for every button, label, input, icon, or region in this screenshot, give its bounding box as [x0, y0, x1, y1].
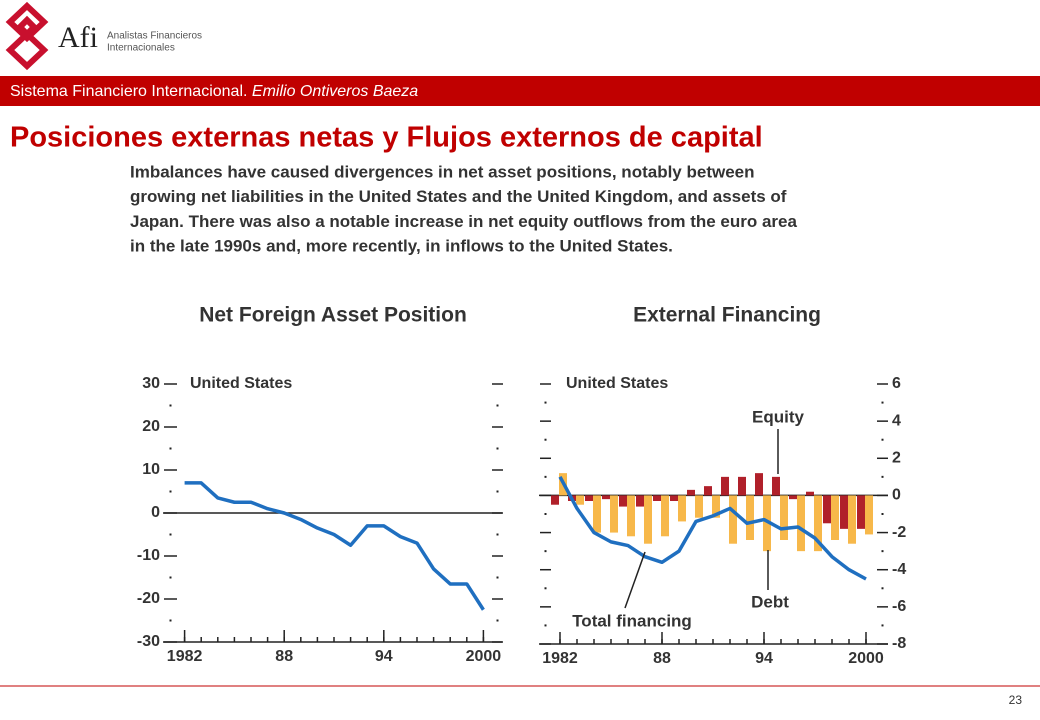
- bar: [687, 489, 695, 496]
- bar: [593, 495, 601, 533]
- y-tick-label: -4: [892, 561, 906, 578]
- x-tick-label: 2000: [848, 650, 884, 667]
- bar: [627, 495, 635, 537]
- bar: [721, 476, 729, 496]
- annotation-leader: [624, 551, 646, 609]
- bar: [636, 495, 644, 507]
- bar: [746, 495, 754, 540]
- company-name: Internacionales: [107, 43, 175, 54]
- bar: [797, 495, 805, 552]
- y-tick-label: 0: [892, 487, 901, 504]
- annotation: Debt: [751, 592, 789, 611]
- bar: [729, 495, 737, 544]
- chart-title: External Financing: [633, 304, 821, 327]
- y-tick-label: 10: [142, 461, 160, 478]
- bar: [806, 491, 814, 496]
- logo-mark: [5, 1, 49, 71]
- logo-text: Afi: [58, 21, 98, 54]
- y-tick-label: 0: [151, 504, 160, 521]
- y-tick-label: 4: [892, 412, 901, 429]
- banner-text: Sistema Financiero Internacional. Emilio…: [10, 83, 418, 100]
- bar: [576, 495, 584, 505]
- banner: [0, 76, 1040, 106]
- data-line: [558, 476, 867, 581]
- x-tick-label: 1982: [167, 648, 203, 665]
- x-tick-label: 88: [653, 650, 671, 667]
- bar: [712, 495, 720, 518]
- annotation: Equity: [752, 407, 804, 426]
- bar: [695, 495, 703, 518]
- bar: [780, 495, 788, 540]
- slide-title: Posiciones externas netas y Flujos exter…: [10, 122, 763, 154]
- y-tick-label: 2: [892, 450, 901, 467]
- bar: [857, 495, 865, 529]
- y-tick-label: -8: [892, 635, 906, 652]
- y-tick-label: -2: [892, 524, 906, 541]
- intro-line: growing net liabilities in the United St…: [130, 187, 787, 206]
- bar: [823, 495, 831, 524]
- bar: [661, 495, 669, 537]
- y-tick-label: 30: [142, 375, 160, 392]
- chart-title: Net Foreign Asset Position: [199, 304, 467, 327]
- y-tick-label: -20: [137, 590, 160, 607]
- bar: [814, 495, 822, 552]
- bar: [670, 495, 678, 501]
- x-tick-label: 94: [755, 650, 773, 667]
- intro-line: Japan. There was also a notable increase…: [130, 212, 798, 231]
- intro-line: Imbalances have caused divergences in ne…: [130, 162, 755, 181]
- bar: [738, 476, 746, 496]
- bar: [831, 495, 839, 540]
- bar: [644, 495, 652, 544]
- banner-author: Emilio Ontiveros Baeza: [252, 83, 418, 100]
- x-tick-label: 88: [275, 648, 293, 665]
- company-name: Analistas Financieros: [107, 31, 202, 42]
- bar: [704, 486, 712, 496]
- x-tick-label: 1982: [542, 650, 578, 667]
- x-tick-label: 94: [375, 648, 393, 665]
- y-tick-label: 20: [142, 418, 160, 435]
- x-tick-label: 2000: [466, 648, 502, 665]
- bar: [653, 495, 661, 501]
- chart-subtitle: United States: [566, 375, 668, 392]
- data-line: [184, 481, 485, 611]
- bar: [602, 495, 610, 500]
- bar: [610, 495, 618, 533]
- bar: [551, 495, 559, 505]
- bar: [772, 476, 780, 496]
- bar: [789, 495, 797, 500]
- banner-course: Sistema Financiero Internacional.: [10, 83, 247, 100]
- page-number: 23: [1009, 693, 1023, 707]
- y-tick-label: -10: [137, 547, 160, 564]
- annotation: Total financing: [572, 611, 692, 630]
- y-tick-label: -30: [137, 633, 160, 650]
- bar: [840, 495, 848, 529]
- bar: [755, 473, 763, 496]
- bar: [763, 495, 771, 552]
- bar: [865, 495, 873, 535]
- bar: [585, 495, 593, 501]
- y-tick-label: -6: [892, 598, 906, 615]
- chart-subtitle: United States: [190, 375, 292, 392]
- y-tick-label: 6: [892, 375, 901, 392]
- bar: [619, 495, 627, 507]
- bar: [848, 495, 856, 544]
- intro-line: in the late 1990s and, more recently, in…: [130, 237, 673, 256]
- bar: [678, 495, 686, 522]
